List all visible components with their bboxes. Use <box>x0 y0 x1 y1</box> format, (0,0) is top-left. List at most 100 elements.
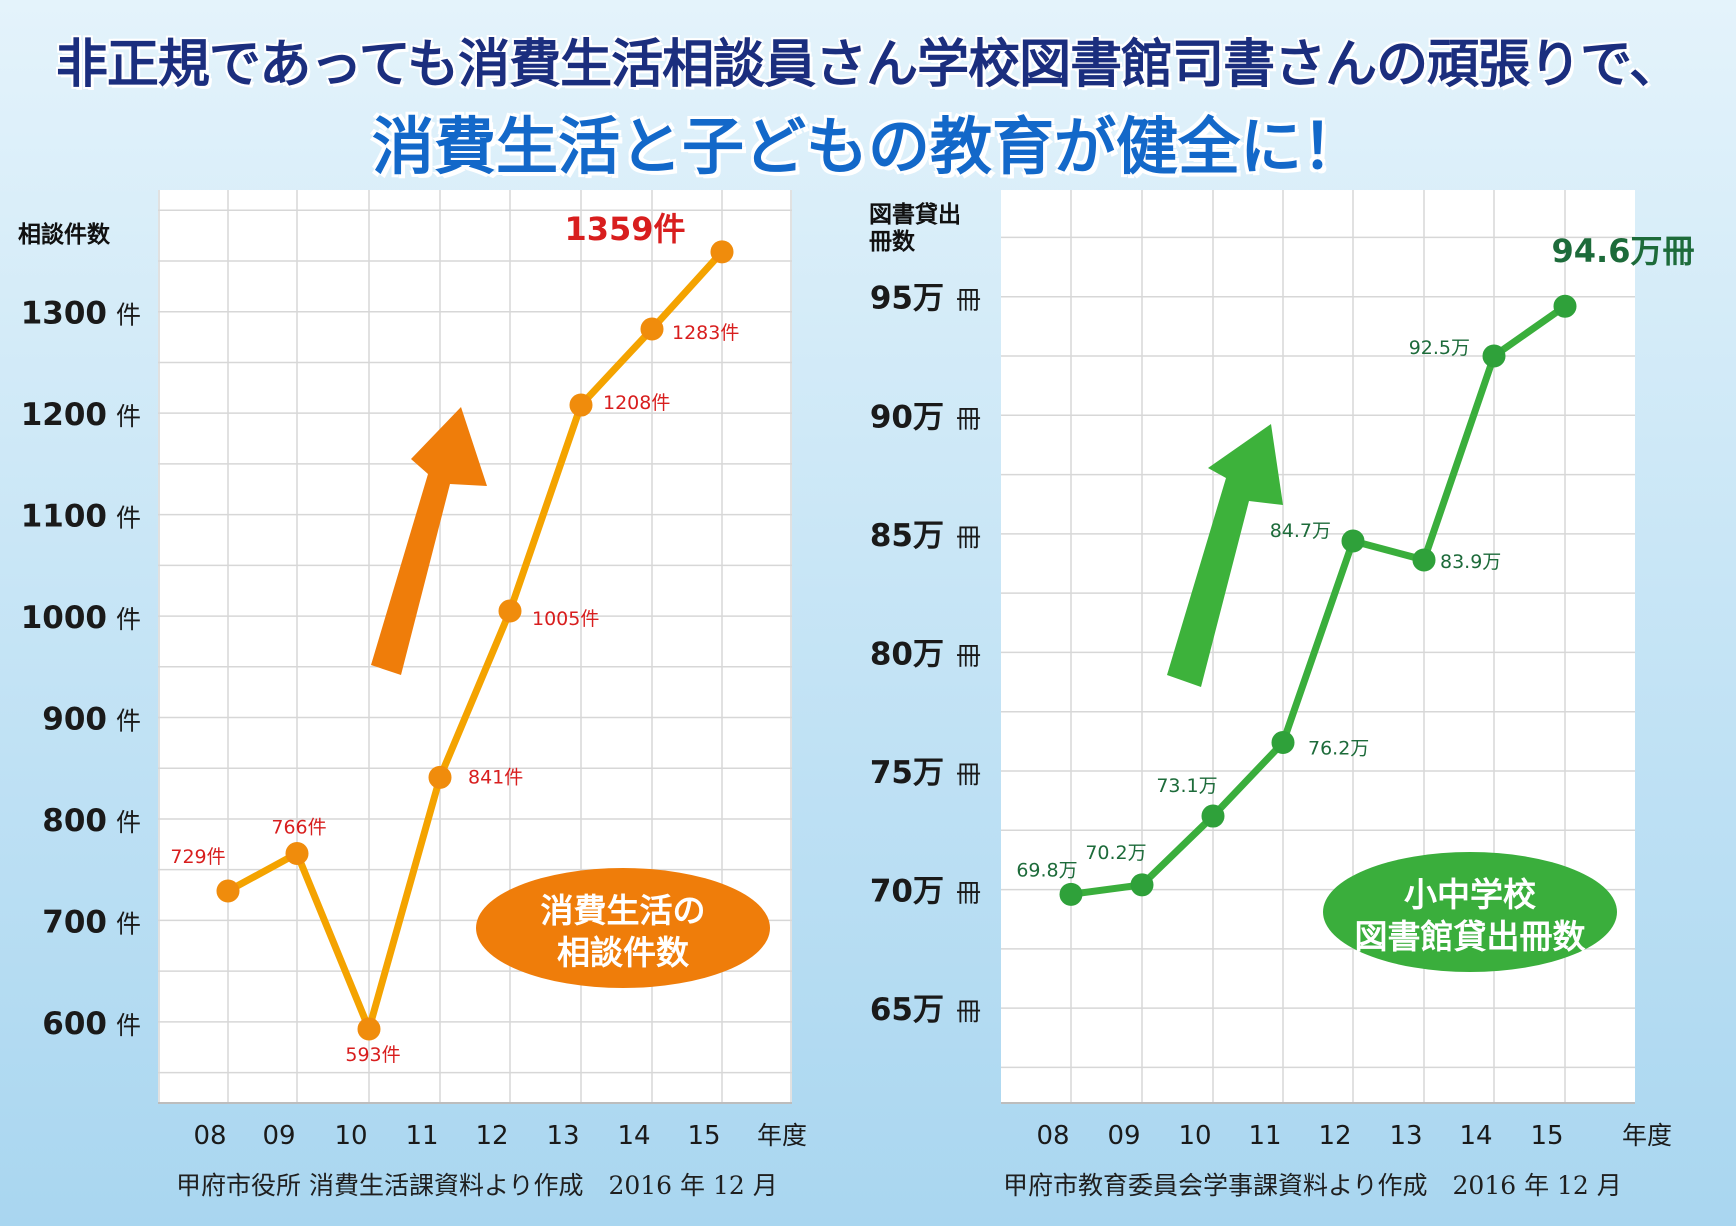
consult-x-tick-label: 11 <box>405 1121 438 1151</box>
library-data-label: 92.5万 <box>1409 337 1470 359</box>
library-x-tick-label: 09 <box>1107 1121 1140 1151</box>
library-y-tick-unit: 冊 <box>956 286 981 315</box>
consult-x-tick-label: 13 <box>546 1121 579 1151</box>
consult-data-point <box>216 879 240 903</box>
library-data-point <box>1412 548 1436 572</box>
consult-highlight-label: 1359件 <box>564 210 685 248</box>
library-y-axis-title: 冊数 <box>869 229 916 255</box>
consult-x-axis-title: 年度 <box>757 1121 807 1150</box>
library-x-tick-label: 15 <box>1530 1121 1563 1151</box>
library-y-tick-unit: 冊 <box>956 760 981 789</box>
library-y-tick-number: 80万 <box>870 636 944 672</box>
consult-data-point <box>640 317 664 341</box>
consult-x-tick-label: 09 <box>262 1121 295 1151</box>
consult-badge-text: 消費生活の <box>541 891 706 930</box>
library-y-tick-unit: 冊 <box>956 641 981 670</box>
headline-line-2: 消費生活と子どもの教育が健全に！ <box>371 110 1364 183</box>
consult-data-label: 1208件 <box>603 392 670 414</box>
consult-y-axis-title: 相談件数 <box>18 221 111 248</box>
library-y-tick-unit: 冊 <box>956 404 981 433</box>
consult-data-points <box>216 240 734 1041</box>
library-y-tick-number: 75万 <box>870 755 944 791</box>
library-data-label: 84.7万 <box>1270 520 1331 542</box>
consult-y-tick-unit: 件 <box>116 909 141 938</box>
library-horizontal-gridlines <box>1001 236 1635 1069</box>
library-y-tick-number: 70万 <box>870 874 944 910</box>
consult-badge-shape <box>476 868 770 988</box>
consult-y-tick-unit: 件 <box>116 1011 141 1040</box>
library-x-tick-label: 10 <box>1178 1121 1211 1151</box>
library-badge-text: 図書館貸出冊数 <box>1355 917 1587 956</box>
consult-y-tick-number: 1300 <box>21 296 107 332</box>
consult-y-tick-unit: 件 <box>116 504 141 533</box>
consult-y-tick-unit: 件 <box>116 605 141 634</box>
library-data-label: 76.2万 <box>1308 738 1369 760</box>
library-badge-shape <box>1323 852 1617 972</box>
library-data-label: 70.2万 <box>1085 842 1146 864</box>
library-y-tick-number: 90万 <box>870 399 944 435</box>
library-data-label: 73.1万 <box>1156 775 1217 797</box>
consult-data-labels: 729件 766件 593件 841件 1005件 1208件 1283件 <box>170 322 739 1066</box>
library-data-label: 83.9万 <box>1440 551 1501 573</box>
library-data-point <box>1201 804 1225 828</box>
library-y-axis-title: 図書貸出 <box>869 201 961 228</box>
consult-data-label: 1283件 <box>672 322 739 344</box>
consult-data-point <box>428 765 452 789</box>
consult-y-tick-number: 1100 <box>21 499 107 535</box>
library-data-points <box>1059 294 1577 906</box>
consult-data-label: 766件 <box>271 816 326 838</box>
consult-data-point <box>357 1017 381 1041</box>
library-data-point <box>1130 873 1154 897</box>
consult-data-label: 729件 <box>170 846 225 868</box>
library-y-tick-labels: 65万 冊70万 冊75万 冊80万 冊85万 冊90万 冊95万冊 <box>870 281 981 1028</box>
consult-x-tick-label: 14 <box>617 1121 650 1151</box>
consult-source-note: 甲府市役所 消費生活課資料より作成 2016 年 12 月 <box>176 1171 778 1200</box>
consult-x-tick-labels: 08 09 10 11 12 13 14 15 <box>193 1121 720 1151</box>
consult-y-tick-number: 800 <box>42 803 107 839</box>
headline-line-1: 非正規であっても消費生活相談員さん学校図書館司書さんの頑張りで、 <box>55 35 1681 95</box>
consult-data-point <box>285 841 309 865</box>
library-data-point <box>1341 529 1365 553</box>
library-x-tick-labels: 08 09 10 11 12 13 14 15 <box>1036 1121 1563 1151</box>
consult-x-tick-label: 12 <box>475 1121 508 1151</box>
consult-x-tick-label: 08 <box>193 1121 226 1151</box>
consult-y-tick-unit: 件 <box>116 402 141 431</box>
consult-series-line <box>224 248 726 1033</box>
consult-y-tick-number: 1000 <box>21 600 107 636</box>
library-y-tick-number: 65万 <box>870 992 944 1028</box>
library-data-point <box>1059 882 1083 906</box>
library-data-point <box>1553 294 1577 318</box>
consult-badge-text: 相談件数 <box>557 933 690 972</box>
consult-data-point <box>710 240 734 264</box>
consult-y-tick-number: 600 <box>42 1006 107 1042</box>
consult-y-tick-number: 700 <box>42 904 107 940</box>
consult-y-tick-unit: 件 <box>116 301 141 330</box>
library-y-tick-number: 85万 <box>870 518 944 554</box>
library-trend-arrow <box>1167 424 1283 687</box>
consult-y-tick-unit: 件 <box>116 808 141 837</box>
consult-trend-arrow <box>371 407 487 675</box>
consult-data-point <box>569 393 593 417</box>
library-highlight-label: 94.6万冊 <box>1552 232 1695 270</box>
library-y-tick-unit: 冊 <box>956 523 981 552</box>
library-x-tick-label: 14 <box>1459 1121 1492 1151</box>
consult-vertical-gridlines <box>158 190 792 1103</box>
library-data-point <box>1482 344 1506 368</box>
library-y-tick-unit: 冊 <box>956 879 981 908</box>
consult-y-tick-unit: 件 <box>116 707 141 736</box>
library-badge-text: 小中学校 <box>1404 875 1536 914</box>
consult-data-label: 593件 <box>345 1044 400 1066</box>
library-y-tick-unit: 冊 <box>956 997 981 1026</box>
library-data-labels: 69.8万 70.2万 73.1万 76.2万 84.7万 83.9万 92.5万 <box>1016 337 1501 881</box>
consult-x-tick-label: 15 <box>687 1121 720 1151</box>
library-series-line <box>1067 302 1569 898</box>
consult-y-tick-labels: 600 件 700 件 800 件 900 件 1000 件 1100 件 1200 件 1300 件 <box>21 296 141 1042</box>
consult-y-tick-number: 1200 <box>21 397 107 433</box>
library-x-tick-label: 08 <box>1036 1121 1069 1151</box>
library-x-tick-label: 11 <box>1248 1121 1281 1151</box>
